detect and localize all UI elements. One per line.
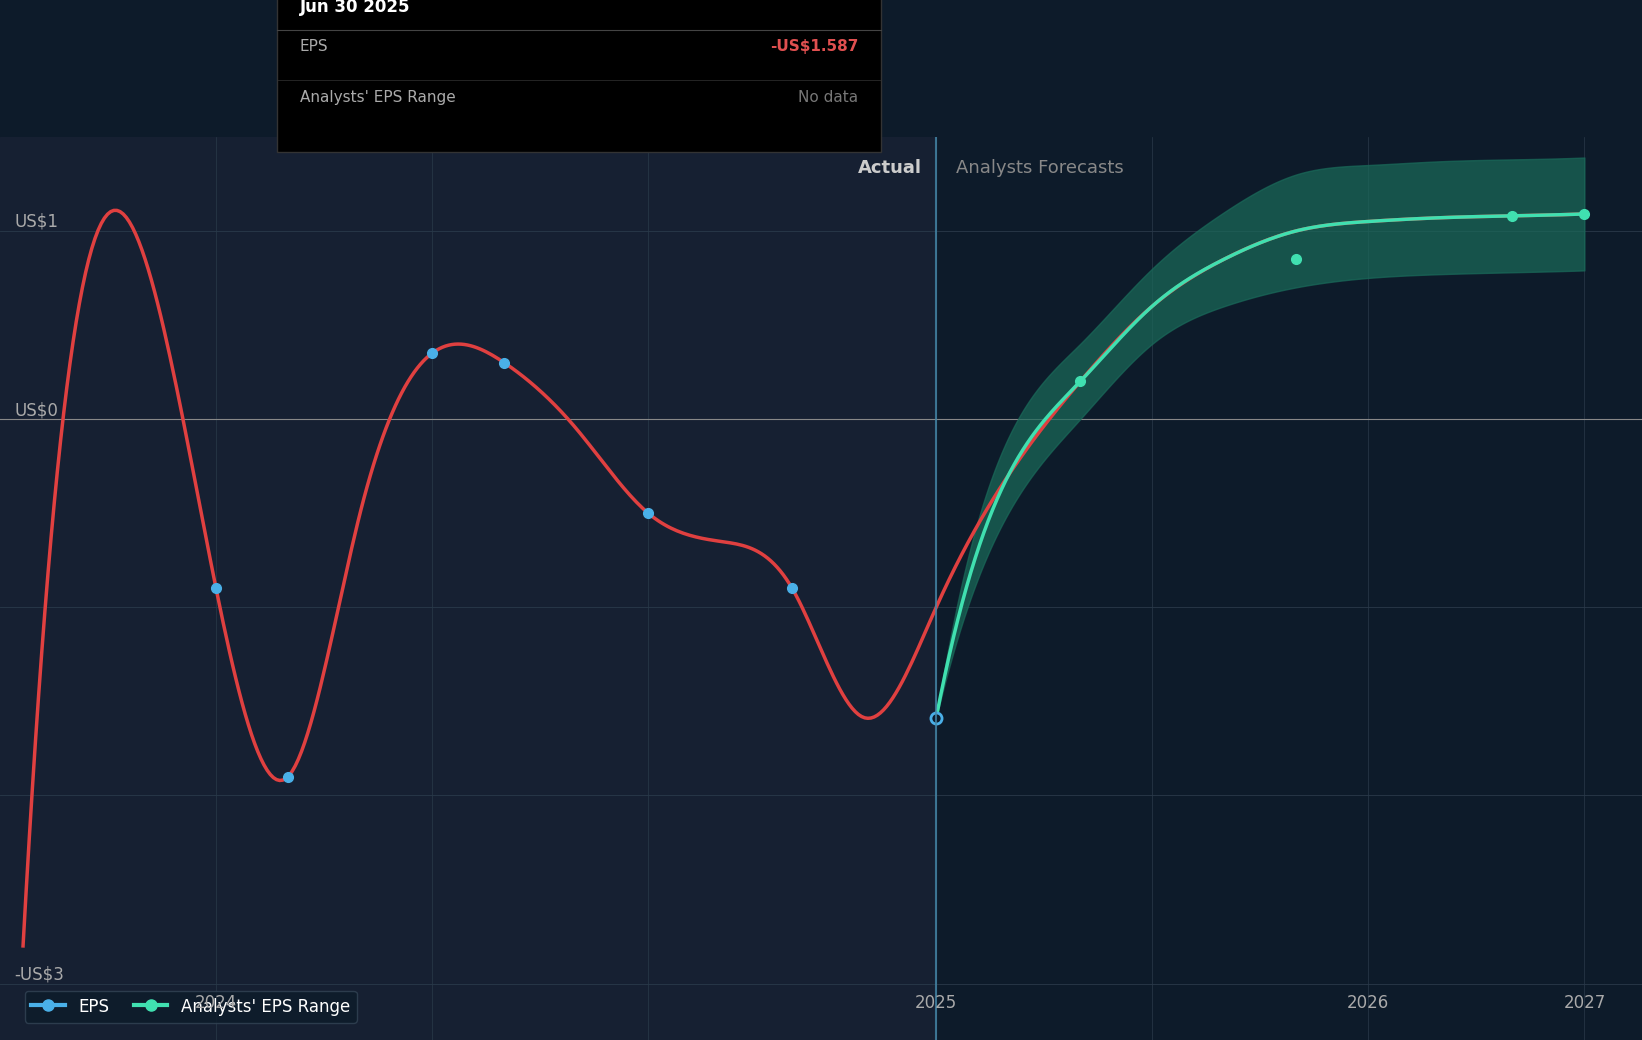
Text: Jun 30 2025: Jun 30 2025: [299, 0, 410, 16]
FancyBboxPatch shape: [276, 0, 882, 152]
Text: US$1: US$1: [15, 213, 59, 231]
Text: 2026: 2026: [1346, 994, 1389, 1012]
Text: US$0: US$0: [15, 401, 57, 419]
Legend: EPS, Analysts' EPS Range: EPS, Analysts' EPS Range: [25, 991, 356, 1022]
Text: EPS: EPS: [299, 38, 328, 54]
Text: Analysts Forecasts: Analysts Forecasts: [956, 159, 1125, 178]
Text: 2024: 2024: [195, 994, 236, 1012]
Bar: [0, 137, 936, 1040]
Text: -US$3: -US$3: [15, 965, 64, 984]
Text: 2025: 2025: [915, 994, 957, 1012]
Text: -US$1.587: -US$1.587: [770, 38, 859, 54]
Text: No data: No data: [798, 89, 859, 105]
Text: Analysts' EPS Range: Analysts' EPS Range: [299, 89, 455, 105]
Text: 2027: 2027: [1563, 994, 1606, 1012]
Text: Actual: Actual: [857, 159, 921, 178]
